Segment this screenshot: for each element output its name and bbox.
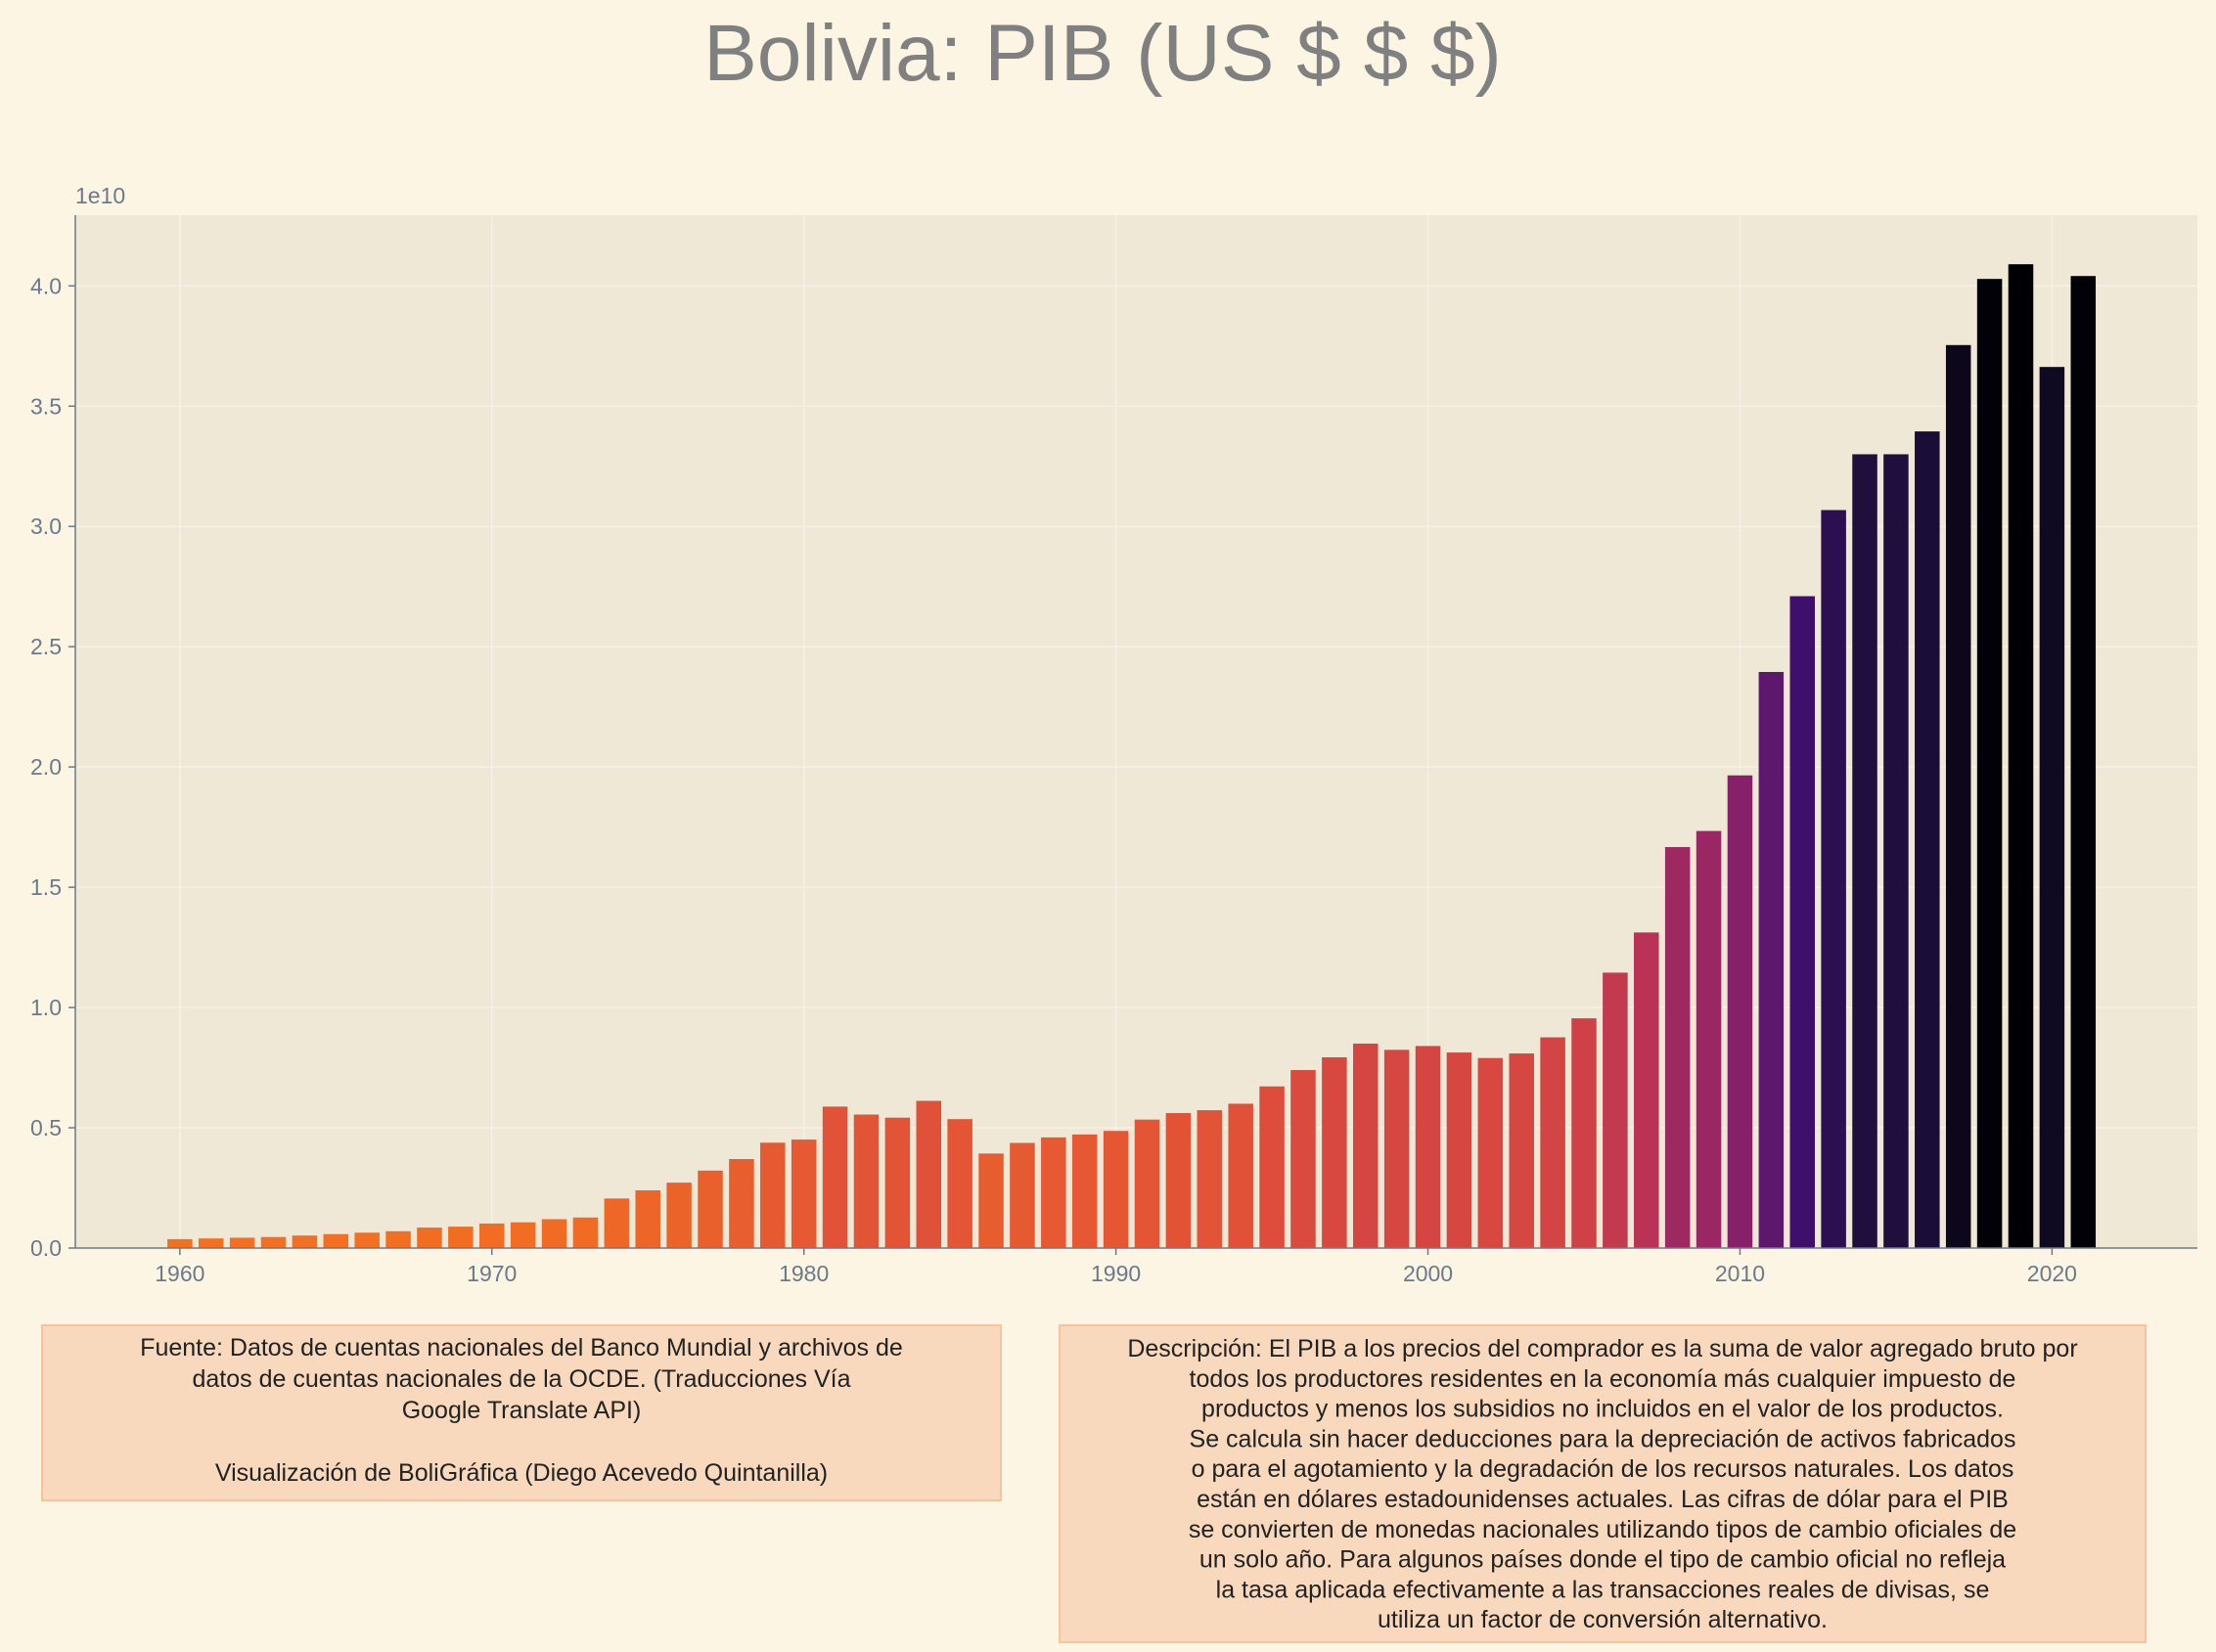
description-text: la tasa aplicada efectivamente a las tra…: [1216, 1576, 1990, 1603]
bar: [1041, 1137, 1066, 1248]
description-text: todos los productores residentes en la e…: [1190, 1365, 2016, 1393]
bar: [510, 1222, 536, 1248]
bar: [1477, 1057, 1504, 1248]
description-text: están en dólares estadounidenses actuale…: [1197, 1486, 2009, 1513]
y-tick-label: 1.0: [30, 995, 62, 1020]
source-text: Google Translate API): [402, 1397, 642, 1424]
bar: [698, 1170, 723, 1248]
bar: [541, 1219, 567, 1248]
source-box: [41, 1324, 1002, 1501]
source-text: Fuente: Datos de cuentas nacionales del …: [140, 1334, 903, 1362]
bar: [853, 1114, 880, 1248]
y-tick-label: 1.5: [30, 874, 62, 900]
x-tick-label: 2020: [2027, 1261, 2077, 1286]
bar: [1976, 279, 2003, 1248]
y-tick-label: 0.5: [30, 1115, 62, 1140]
bar: [947, 1119, 972, 1248]
description-text: un solo año. Para algunos países donde e…: [1199, 1546, 2006, 1574]
bar: [1509, 1053, 1534, 1248]
description-text: o para el agotamiento y la degradación d…: [1192, 1455, 2014, 1483]
bar: [1634, 932, 1659, 1248]
source-text: Visualización de BoliGráfica (Diego Acev…: [215, 1459, 828, 1487]
bar: [1758, 672, 1785, 1248]
bar: [1727, 775, 1753, 1248]
x-tick-label: 1960: [155, 1261, 204, 1286]
bar: [1446, 1052, 1472, 1248]
bar: [1571, 1018, 1597, 1248]
bar: [229, 1237, 255, 1248]
bar: [916, 1100, 942, 1248]
bar: [791, 1139, 817, 1248]
bar: [1352, 1043, 1379, 1248]
bar: [1322, 1056, 1347, 1248]
bar: [1945, 344, 1971, 1248]
bar: [417, 1228, 442, 1248]
bar: [1415, 1046, 1441, 1248]
y-tick-label: 2.0: [30, 754, 62, 780]
bar: [354, 1232, 380, 1248]
description-text: utiliza un factor de conversión alternat…: [1378, 1606, 1828, 1633]
description-text: Descripción: El PIB a los precios del co…: [1127, 1335, 2077, 1362]
bar: [1852, 454, 1877, 1249]
bar: [884, 1117, 911, 1248]
bar: [635, 1189, 660, 1248]
bar: [2039, 367, 2065, 1249]
bar: [822, 1106, 848, 1248]
description-text: se convierten de monedas nacionales util…: [1189, 1516, 2016, 1543]
x-tick-label: 1980: [779, 1261, 829, 1286]
bar: [167, 1238, 193, 1248]
bar: [1696, 830, 1722, 1248]
bar: [385, 1230, 411, 1248]
bar: [1010, 1142, 1035, 1248]
x-tick-label: 2000: [1403, 1261, 1453, 1286]
source-text: datos de cuentas nacionales de la OCDE. …: [192, 1365, 850, 1393]
bar: [729, 1159, 754, 1248]
bar: [479, 1223, 505, 1248]
x-tick-label: 1990: [1091, 1261, 1141, 1286]
y-tick-label: 2.5: [30, 634, 62, 659]
bar: [2070, 276, 2097, 1249]
bar: [292, 1235, 318, 1248]
bar: [666, 1183, 692, 1248]
bar: [1915, 431, 1940, 1248]
description-box: [1059, 1324, 2147, 1643]
y-tick-label: 0.0: [30, 1235, 62, 1261]
bar: [978, 1153, 1004, 1248]
bar: [260, 1236, 287, 1248]
bar: [1290, 1070, 1316, 1248]
bar: [1165, 1113, 1192, 1248]
y-tick-label: 3.5: [30, 393, 62, 419]
bar: [1071, 1134, 1098, 1248]
y-tick-label: 4.0: [30, 273, 62, 298]
bar: [323, 1233, 349, 1248]
y-offset-label: 1e10: [75, 183, 125, 208]
x-tick-label: 1970: [467, 1261, 517, 1286]
bar: [1228, 1103, 1253, 1248]
bar: [1383, 1049, 1410, 1248]
plot-area: [75, 215, 2197, 1248]
bar: [604, 1198, 630, 1248]
bar: [760, 1142, 786, 1248]
bar: [1197, 1110, 1223, 1248]
bar: [2008, 264, 2034, 1249]
x-tick-label: 2010: [1715, 1261, 1765, 1286]
bar: [1789, 596, 1815, 1248]
bar: [1134, 1119, 1160, 1248]
bar: [1821, 510, 1846, 1248]
description-text: productos y menos los subsidios no inclu…: [1201, 1396, 2004, 1423]
bar: [1664, 847, 1691, 1248]
chart-title: Bolivia: PIB (US $ $ $): [703, 9, 1502, 98]
y-tick-label: 3.0: [30, 513, 62, 539]
bar: [572, 1217, 599, 1248]
bar: [1103, 1131, 1129, 1248]
bar: [1259, 1086, 1285, 1248]
description-text: Se calcula sin hacer deducciones para la…: [1190, 1425, 2016, 1452]
bar: [1603, 972, 1628, 1248]
bar: [198, 1238, 224, 1248]
bar: [1883, 454, 1909, 1249]
bar: [448, 1227, 474, 1248]
bar: [1540, 1037, 1565, 1248]
